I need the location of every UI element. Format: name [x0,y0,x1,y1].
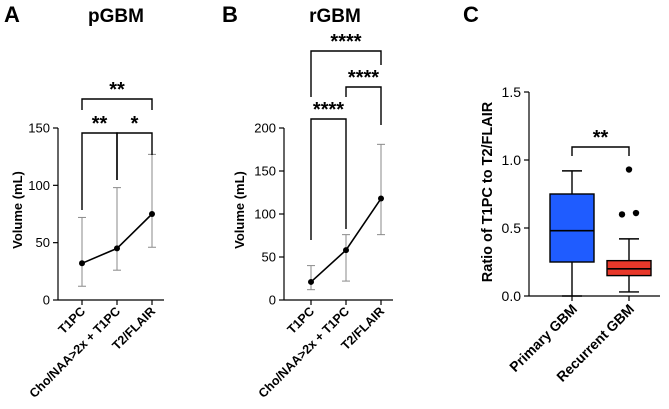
panel-a-y-tick-label-0: 0 [43,293,50,308]
panel-a-sig-label-0: ** [92,113,108,135]
panel-b-letter: B [222,2,238,27]
panel-a-y-tick-label-2: 100 [28,178,50,193]
panel-c-outlier-1-1 [632,209,640,217]
panel-b-sig-bracket-0 [310,118,347,240]
panel-c-sig-bracket-0 [571,146,630,156]
panel-c-y-axis-label: Ratio of T1PC to T2/FLAIR [480,101,496,282]
panel-b-data-point-1 [343,247,349,254]
panel-c-outlier-1-2 [625,166,633,173]
panel-b-y-axis-label: Volume (mL) [232,171,247,249]
panel-a-sig-bracket-2 [81,98,153,110]
panel-c-y-tick-label-0: 0.0 [502,288,522,304]
panel-c-sig-label-0: ** [593,127,609,149]
panel-a-sig-label-1: * [131,113,139,135]
panel-c-outlier-1-0 [618,211,626,218]
panel-a-category-label-0: T1PC [56,304,88,336]
panel-a-y-tick-label-3: 150 [28,121,50,136]
panel-b-sig-label-1: **** [348,67,379,89]
panel-b-sig-bracket-1 [345,86,382,125]
panel-a-y-tick-label-1: 50 [36,235,50,250]
panel-a-data-point-2 [149,211,155,217]
panel-a-data-point-0 [79,260,85,267]
panel-a-y-axis-label: Volume (mL) [10,171,25,249]
panel-b: B rGBM Volume (mL) 050100150200T1PCCho/N… [222,2,393,401]
panel-b-sig-label-0: **** [313,99,344,121]
panel-b-category-label-0: T1PC [285,304,317,336]
panel-a-letter: A [4,2,20,27]
panel-a: A pGBM Volume (mL) 050100150T1PCCho/NAA>… [4,2,164,401]
panel-c-y-tick-label-3: 1.5 [502,84,522,100]
panel-b-y-tick-label-3: 150 [254,164,276,179]
panel-b-data-point-0 [308,278,314,285]
panel-b-y-tick-label-0: 0 [269,293,276,308]
panel-a-data-point-1 [114,245,120,252]
panel-c: C Ratio of T1PC to T2/FLAIR 0.0 0.5 1.0 1.5… [463,2,660,385]
panel-c-y-tick-label-2: 1.0 [502,152,522,168]
panel-b-title: rGBM [309,6,361,27]
panel-b-y-tick-label-4: 200 [254,121,276,136]
panel-a-sig-bracket-1 [116,132,153,180]
panel-b-data-point-2 [378,195,384,202]
panel-a-sig-label-2: ** [109,79,125,101]
panel-b-y-tick-label-1: 50 [262,250,276,265]
panel-c-box-0 [549,193,595,263]
panel-b-y-tick-label-2: 100 [254,207,276,222]
panel-a-sig-bracket-0 [81,132,118,210]
panel-c-y-tick-label-1: 0.5 [502,220,522,236]
panel-a-title: pGBM [88,6,144,27]
panel-b-sig-bracket-2 [310,50,382,97]
panel-c-letter: C [463,2,479,27]
panel-b-sig-label-2: **** [330,31,361,53]
